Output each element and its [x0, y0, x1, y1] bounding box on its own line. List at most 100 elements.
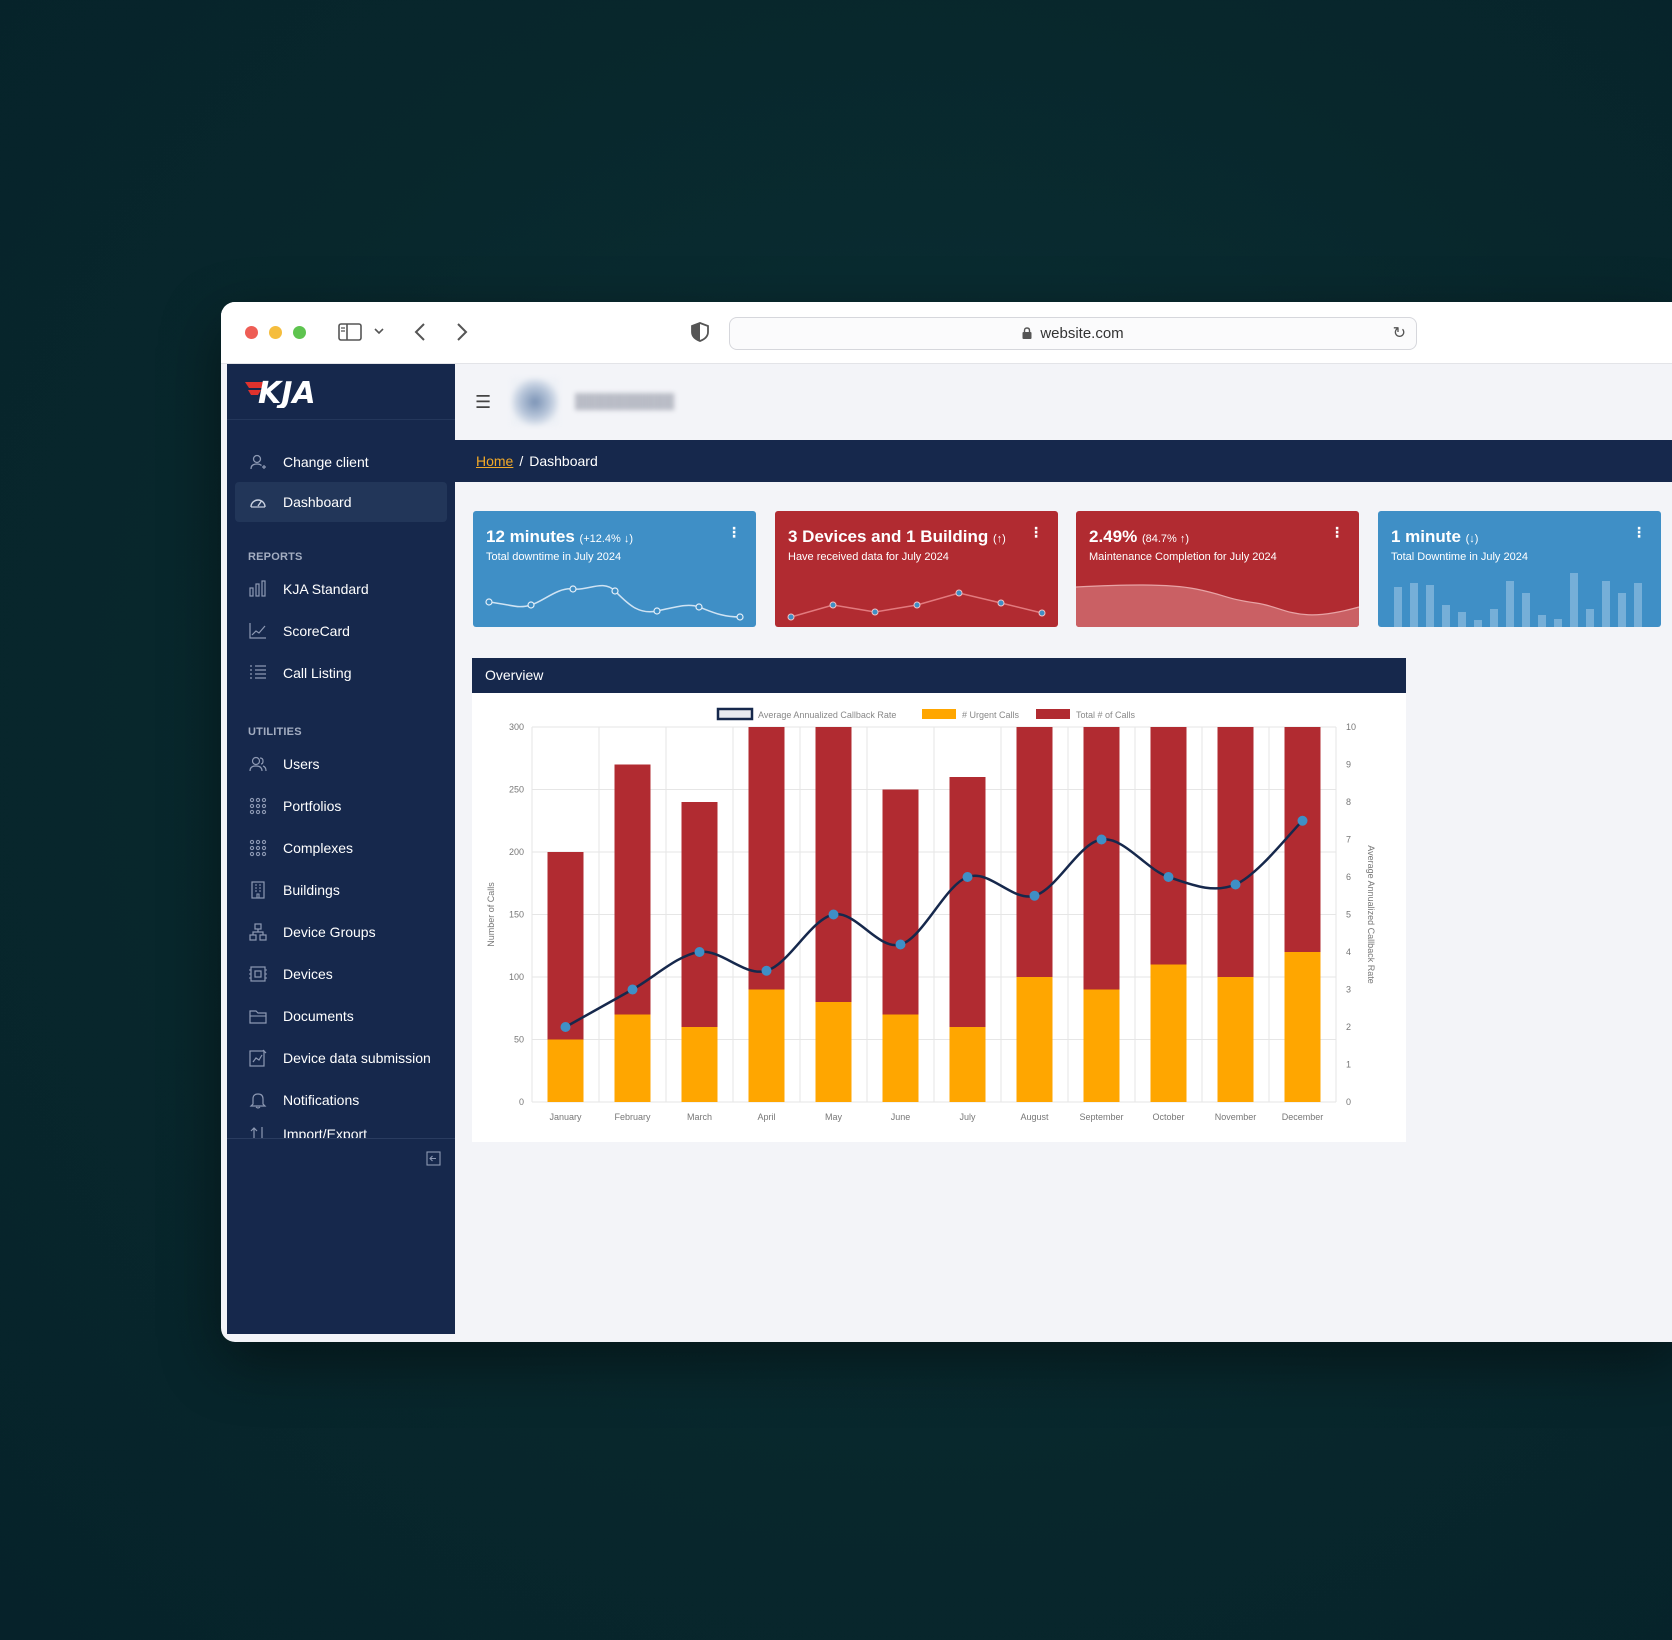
kebab-menu-icon[interactable]: ⋮ [1029, 524, 1043, 540]
sidebar-item-label: Users [283, 756, 320, 772]
y-tick-label: 250 [509, 785, 524, 795]
callback-rate-point [1029, 890, 1040, 901]
kja-logo[interactable]: KJA [227, 364, 455, 420]
browser-window: website.com ↻ KJA Change client [221, 302, 1672, 1342]
bar-urgent-calls [949, 1027, 986, 1102]
sidebar-item-call-listing[interactable]: Call Listing [235, 653, 447, 693]
overview-chart: 0 50 100 150 200 250 300 0 1 2 3 4 5 6 7 8 9 10 January Feb… [486, 707, 1376, 1122]
sidebar-item-label: Device data submission [283, 1050, 431, 1066]
kpi-card-total-downtime[interactable]: 1 minute (↓) Total Downtime in July 2024… [1378, 511, 1661, 627]
collapse-sidebar-icon[interactable] [426, 1151, 441, 1166]
sidebar-item-scorecard[interactable]: ScoreCard [235, 611, 447, 651]
sidebar-item-buildings[interactable]: Buildings [235, 870, 447, 910]
sidebar-toggle-icon[interactable] [338, 322, 364, 342]
sidebar-item-label: Device Groups [283, 924, 376, 940]
back-arrow-icon[interactable] [414, 323, 426, 341]
svg-text:KJA: KJA [258, 376, 316, 408]
kebab-menu-icon[interactable]: ⋮ [727, 524, 741, 540]
y2-tick-label: 9 [1346, 760, 1351, 770]
chevron-down-icon[interactable] [374, 328, 384, 336]
kpi-card-maintenance[interactable]: 2.49% (84.7% ↑) Maintenance Completion f… [1076, 511, 1359, 627]
y2-axis-label: Average Annualized Callback Rate [1366, 845, 1376, 983]
shield-icon[interactable] [691, 322, 709, 342]
kpi-card-change: (+12.4% ↓) [579, 533, 634, 545]
kpi-card-description: Total downtime in July 2024 [486, 551, 622, 563]
grid-dots-icon [249, 839, 267, 857]
user-switch-icon [250, 454, 266, 470]
reports-section-heading: REPORTS [248, 551, 303, 563]
device-icon [249, 966, 267, 982]
x-tick-label: November [1215, 1112, 1257, 1122]
forward-arrow-icon[interactable] [456, 323, 468, 341]
breadcrumb-separator: / [519, 453, 524, 469]
kpi-card-title: 12 minutes (+12.4% ↓) [486, 527, 634, 546]
y-tick-label: 150 [509, 910, 524, 920]
legend-label: Average Annualized Callback Rate [758, 710, 896, 720]
bar-urgent-calls [1284, 952, 1321, 1102]
minimize-window-button[interactable] [269, 326, 282, 339]
sidebar-item-label: KJA Standard [283, 581, 369, 597]
sidebar-item-users[interactable]: Users [235, 744, 447, 784]
sidebar-item-notifications[interactable]: Notifications [235, 1080, 447, 1120]
address-bar[interactable]: website.com ↻ [729, 317, 1417, 350]
sidebar-item-label: ScoreCard [283, 623, 350, 639]
bar-urgent-calls [815, 1002, 852, 1102]
users-icon [249, 756, 267, 772]
sidebar-item-label: Buildings [283, 882, 340, 898]
bar-urgent-calls [1083, 989, 1120, 1102]
kpi-sparkline [1394, 573, 1642, 627]
kpi-sparkline [787, 589, 1046, 621]
folder-icon [249, 1010, 267, 1024]
kpi-card-title: 3 Devices and 1 Building (↑) [788, 527, 1006, 546]
sidebar-item-devices[interactable]: Devices [235, 954, 447, 994]
upload-chart-icon [249, 1049, 267, 1067]
kpi-card-devices-buildings[interactable]: 3 Devices and 1 Building (↑) Have receiv… [775, 511, 1058, 627]
sidebar-item-portfolios[interactable]: Portfolios [235, 786, 447, 826]
menu-icon[interactable]: ☰ [475, 392, 492, 412]
x-tick-label: February [614, 1112, 651, 1122]
sidebar-item-change-client[interactable]: Change client [235, 442, 447, 482]
y2-tick-label: 3 [1346, 985, 1351, 995]
sidebar-footer [227, 1138, 455, 1166]
breadcrumb: Home / Dashboard [455, 440, 1672, 482]
kpi-card-description: Have received data for July 2024 [788, 551, 949, 563]
legend-swatch [922, 709, 956, 719]
sidebar-item-kja-standard[interactable]: KJA Standard [235, 569, 447, 609]
x-tick-label: January [549, 1112, 582, 1122]
y-tick-label: 50 [514, 1035, 524, 1045]
sidebar-item-label: Notifications [283, 1092, 360, 1108]
x-tick-label: May [825, 1112, 843, 1122]
bar-urgent-calls [681, 1027, 718, 1102]
sidebar-item-device-data-submission[interactable]: Device data submission [235, 1038, 447, 1078]
bar-urgent-calls [614, 1014, 651, 1102]
sidebar-item-label: Change client [283, 454, 369, 470]
kpi-sparkline [1076, 584, 1359, 627]
line-chart-icon [249, 623, 266, 639]
y2-tick-label: 1 [1346, 1060, 1351, 1070]
sidebar-item-complexes[interactable]: Complexes [235, 828, 447, 868]
callback-rate-point [1096, 834, 1107, 845]
bar-chart-icon [249, 580, 266, 597]
callback-rate-point [560, 1022, 571, 1032]
breadcrumb-home-link[interactable]: Home [476, 453, 514, 469]
hierarchy-icon [249, 923, 267, 941]
sidebar-item-dashboard[interactable]: Dashboard [235, 482, 447, 522]
bar-urgent-calls [1016, 977, 1053, 1102]
sidebar-item-label: Devices [283, 966, 333, 982]
bar-urgent-calls [547, 1039, 584, 1102]
kebab-menu-icon[interactable]: ⋮ [1330, 524, 1344, 540]
close-window-button[interactable] [245, 326, 258, 339]
maximize-window-button[interactable] [293, 326, 306, 339]
reload-icon[interactable]: ↻ [1392, 325, 1406, 342]
sidebar-item-documents[interactable]: Documents [235, 996, 447, 1036]
kpi-card-downtime[interactable]: 12 minutes (+12.4% ↓) Total downtime in … [473, 511, 756, 627]
sidebar-item-import-export[interactable]: Import/Export [235, 1122, 447, 1138]
kja-logo-mark: KJA [245, 376, 316, 411]
utilities-section-heading: UTILITIES [248, 726, 302, 738]
sidebar-item-device-groups[interactable]: Device Groups [235, 912, 447, 952]
callback-rate-point [694, 947, 705, 957]
kebab-menu-icon[interactable]: ⋮ [1632, 524, 1646, 540]
client-name-blurred: ██████████ [575, 393, 675, 409]
bar-urgent-calls [882, 1014, 919, 1102]
bell-icon [249, 1093, 267, 1109]
